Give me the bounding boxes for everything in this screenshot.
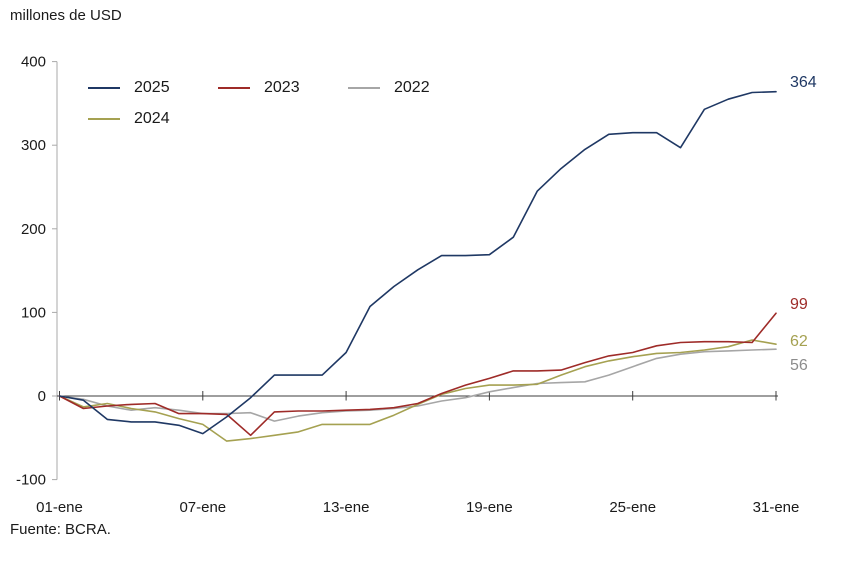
x-tick-label: 31-ene (753, 499, 800, 516)
series-line-2025 (58, 90, 777, 435)
legend-label-2024: 2024 (134, 110, 170, 127)
end-label-2025: 364 (790, 74, 817, 91)
y-tick-label: -100 (16, 472, 46, 489)
series-line-2022 (58, 348, 777, 422)
legend-label-2023: 2023 (264, 79, 300, 96)
legend-swatch-2023 (218, 87, 250, 89)
source-note: Fuente: BCRA. (10, 521, 111, 538)
legend-label-2025: 2025 (134, 79, 170, 96)
y-tick-label: 0 (38, 388, 46, 405)
legend-item-2024: 2024 (88, 110, 218, 128)
legend-swatch-2025 (88, 87, 120, 89)
legend: 2025 2023 2022 2024 (88, 79, 498, 128)
end-label-2023: 99 (790, 296, 808, 313)
x-tick-label: 25-ene (609, 499, 656, 516)
series-line-2023 (58, 312, 777, 437)
x-tick-label: 13-ene (323, 499, 370, 516)
end-label-2024: 62 (790, 333, 808, 350)
legend-swatch-2022 (348, 87, 380, 89)
legend-item-2025: 2025 (88, 79, 218, 97)
y-tick-label: 400 (21, 54, 46, 71)
end-label-2022: 56 (790, 357, 808, 374)
chart-title: millones de USD (10, 7, 122, 24)
legend-swatch-2024 (88, 118, 120, 120)
legend-item-2022: 2022 (348, 79, 478, 97)
x-tick-label: 07-ene (179, 499, 226, 516)
x-tick-label: 19-ene (466, 499, 513, 516)
y-tick-label: 300 (21, 137, 46, 154)
x-tick-label: 01-ene (36, 499, 83, 516)
y-tick-label: 200 (21, 221, 46, 238)
y-tick-label: 100 (21, 304, 46, 321)
series-line-2024 (58, 339, 777, 442)
legend-label-2022: 2022 (394, 79, 430, 96)
legend-item-2023: 2023 (218, 79, 348, 97)
